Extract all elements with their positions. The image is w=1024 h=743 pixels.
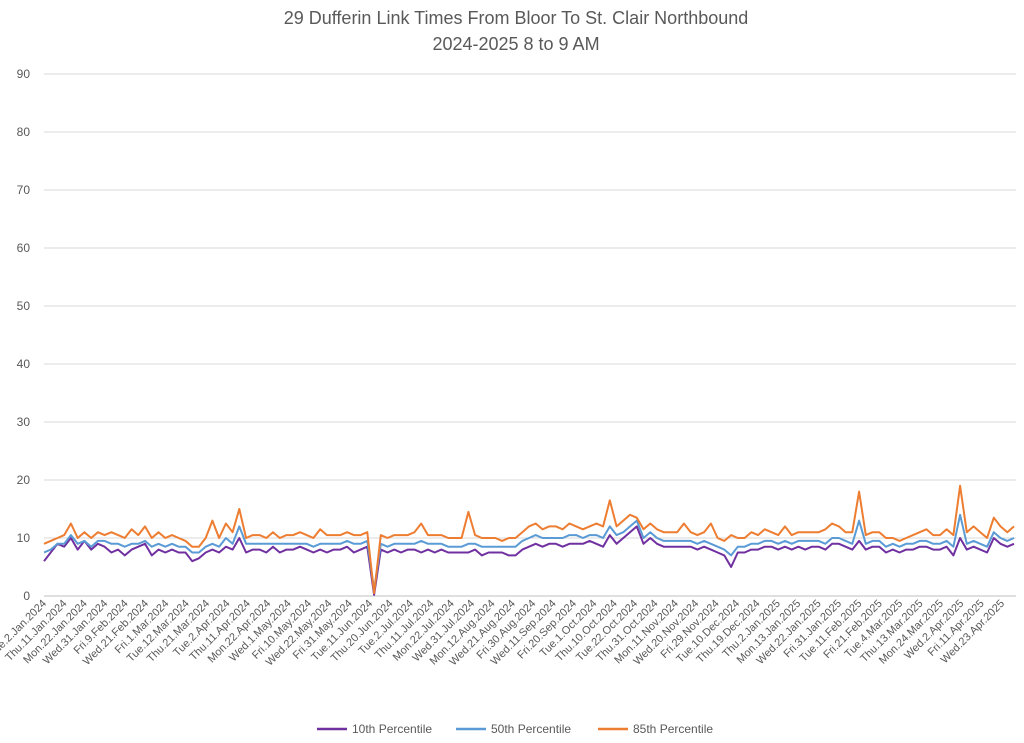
y-tick-label: 20 — [17, 473, 31, 487]
y-tick-label: 30 — [17, 415, 31, 429]
chart-subtitle: 2024-2025 8 to 9 AM — [432, 34, 599, 54]
x-axis-ticks: Tue.2.Jan.2024Thu.11.Jan.2024Mon.22.Jan.… — [0, 598, 1007, 669]
series-line-10th-percentile — [43, 525, 1015, 596]
y-tick-label: 0 — [23, 589, 30, 603]
series-line-85th-percentile — [43, 484, 1015, 595]
y-tick-label: 80 — [17, 125, 31, 139]
legend-label: 85th Percentile — [633, 722, 713, 736]
legend: 10th Percentile 50th Percentile 85th Perce… — [317, 722, 713, 736]
legend-label: 10th Percentile — [352, 722, 432, 736]
y-tick-label: 10 — [17, 531, 31, 545]
y-axis-ticks: 0 10 20 30 40 50 60 70 80 90 — [17, 67, 31, 603]
series-lines — [43, 484, 1015, 596]
y-tick-label: 60 — [17, 241, 31, 255]
legend-label: 50th Percentile — [491, 722, 571, 736]
gridlines — [44, 73, 1016, 597]
chart-title: 29 Dufferin Link Times From Bloor To St.… — [284, 8, 749, 28]
y-tick-label: 50 — [17, 299, 31, 313]
y-tick-label: 40 — [17, 357, 31, 371]
y-tick-label: 90 — [17, 67, 31, 81]
series-line-50th-percentile — [43, 513, 1015, 592]
y-tick-label: 70 — [17, 183, 31, 197]
